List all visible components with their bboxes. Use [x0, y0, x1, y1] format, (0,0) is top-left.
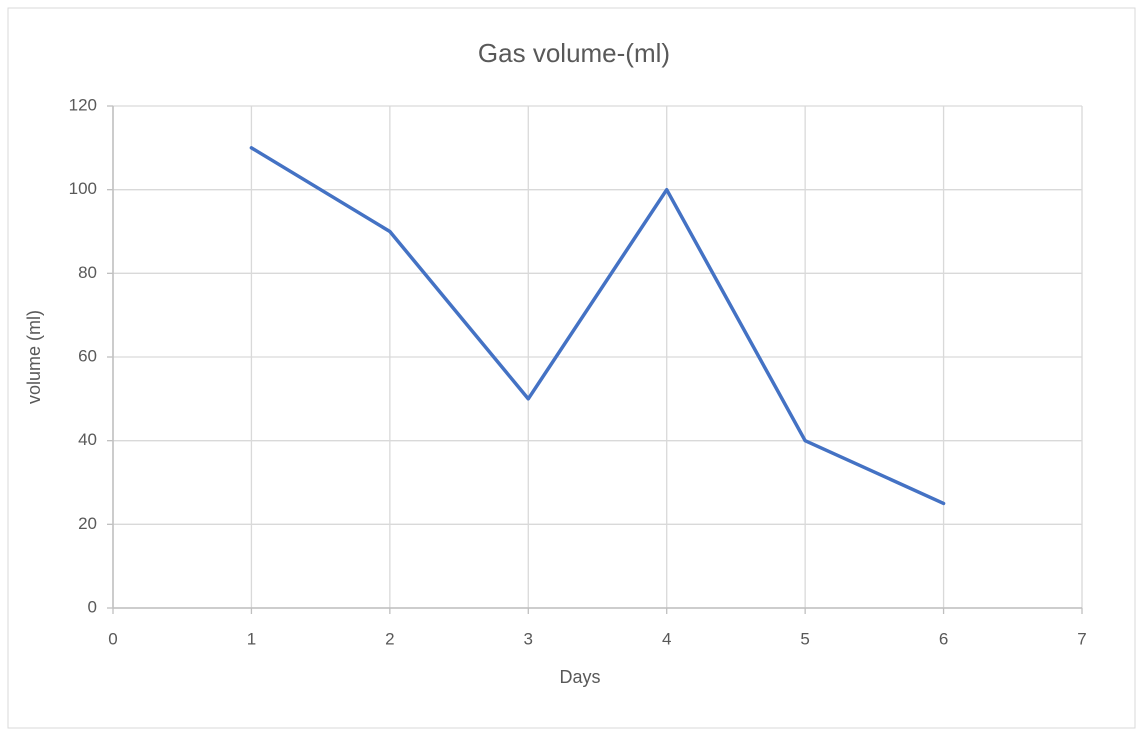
y-tick-label: 60 — [78, 346, 97, 365]
x-tick-label: 6 — [939, 629, 948, 648]
x-tick-label: 4 — [662, 629, 671, 648]
x-tick-label: 5 — [800, 629, 809, 648]
x-axis-label: Days — [559, 667, 600, 687]
y-tick-label: 80 — [78, 263, 97, 282]
x-tick-label: 1 — [247, 629, 256, 648]
x-tick-label: 2 — [385, 629, 394, 648]
x-tick-label: 7 — [1077, 629, 1086, 648]
y-tick-label: 20 — [78, 514, 97, 533]
y-tick-label: 0 — [88, 597, 97, 616]
data-line — [249, 146, 946, 506]
y-tick-label: 120 — [69, 95, 97, 114]
y-tick-label: 40 — [78, 430, 97, 449]
y-axis-label: volume (ml) — [24, 310, 44, 404]
y-tick-label: 100 — [69, 179, 97, 198]
x-tick-label: 3 — [524, 629, 533, 648]
chart-border — [7, 7, 1136, 729]
chart-title: Gas volume-(ml) — [478, 38, 670, 68]
x-tick-label: 0 — [108, 629, 117, 648]
